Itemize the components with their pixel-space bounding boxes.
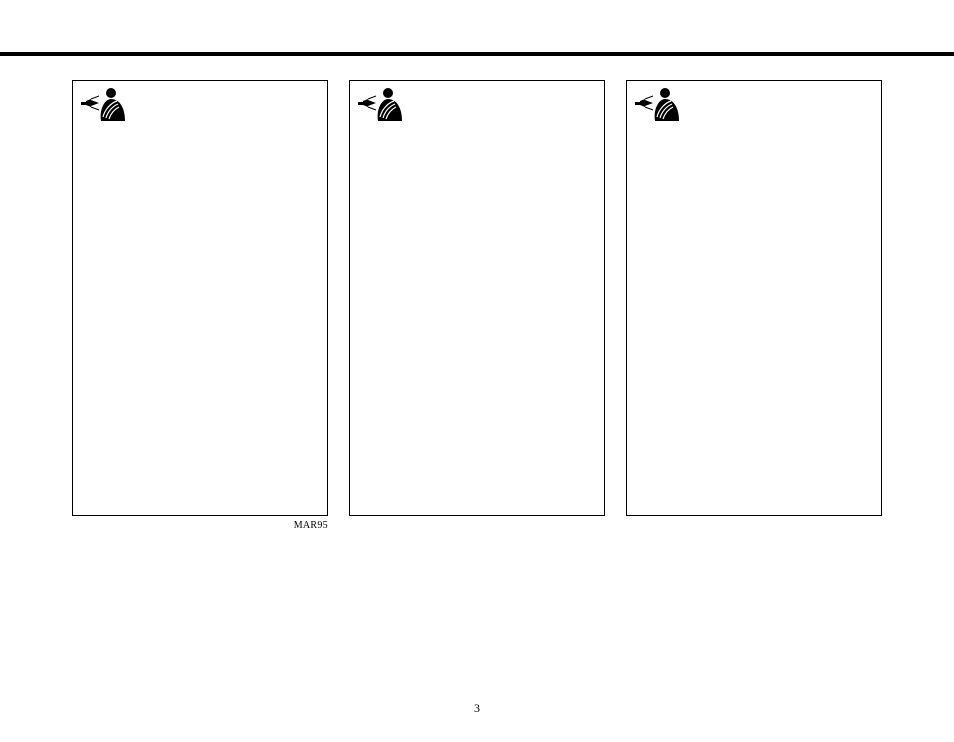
spray-hazard-icon — [81, 87, 127, 121]
panel-1 — [72, 80, 328, 516]
spray-hazard-icon — [358, 87, 404, 121]
panel-3 — [626, 80, 882, 516]
date-code: MAR95 — [72, 520, 328, 531]
spray-hazard-icon — [635, 87, 681, 121]
top-rule — [0, 52, 954, 56]
panel-2 — [349, 80, 605, 516]
document-page: MAR95 3 — [0, 0, 954, 742]
panels-row — [72, 80, 882, 516]
page-number: 3 — [0, 701, 954, 716]
